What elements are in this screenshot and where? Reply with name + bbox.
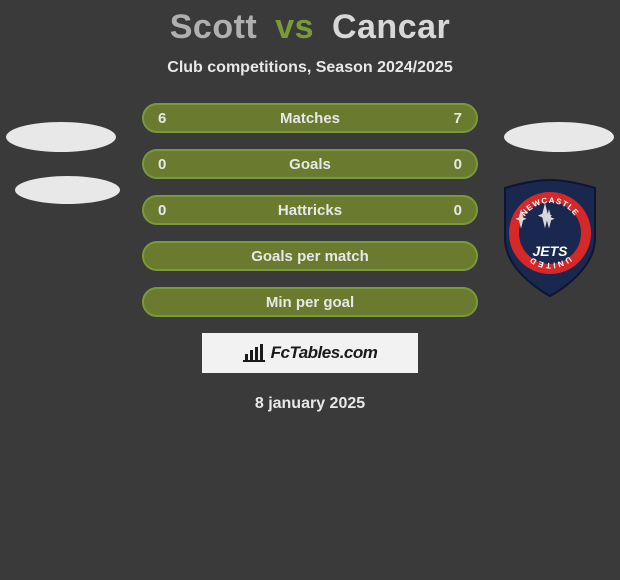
stat-label: Goals	[194, 156, 426, 173]
stat-row-matches: 6 Matches 7	[142, 103, 478, 133]
player1-name: Scott	[170, 8, 258, 46]
stat-right-value: 0	[426, 156, 462, 173]
brand-text: FcTables.com	[271, 343, 378, 363]
player2-name: Cancar	[332, 8, 450, 46]
stat-row-hattricks: 0 Hattricks 0	[142, 195, 478, 225]
date: 8 january 2025	[0, 395, 620, 413]
placeholder-ellipse-left-2	[15, 176, 120, 204]
subtitle: Club competitions, Season 2024/2025	[0, 59, 620, 77]
placeholder-ellipse-right-1	[504, 122, 614, 152]
stat-label: Matches	[194, 110, 426, 127]
club-badge-icon: NEWCASTLE UNITED JETS	[500, 178, 600, 298]
stat-right-value: 7	[426, 110, 462, 127]
stat-label: Min per goal	[194, 294, 426, 311]
badge-center-text: JETS	[532, 243, 568, 259]
title: Scott vs Cancar	[0, 8, 620, 47]
footer-brand-box: FcTables.com	[202, 333, 418, 373]
stat-left-value: 6	[158, 110, 194, 127]
stat-right-value: 0	[426, 202, 462, 219]
chart-icon	[243, 344, 265, 362]
stat-label: Goals per match	[194, 248, 426, 265]
stat-label: Hattricks	[194, 202, 426, 219]
vs-separator: vs	[275, 8, 314, 46]
stat-left-value: 0	[158, 156, 194, 173]
stat-row-goals-per-match: Goals per match	[142, 241, 478, 271]
stat-row-min-per-goal: Min per goal	[142, 287, 478, 317]
stat-row-goals: 0 Goals 0	[142, 149, 478, 179]
placeholder-ellipse-left-1	[6, 122, 116, 152]
stat-left-value: 0	[158, 202, 194, 219]
